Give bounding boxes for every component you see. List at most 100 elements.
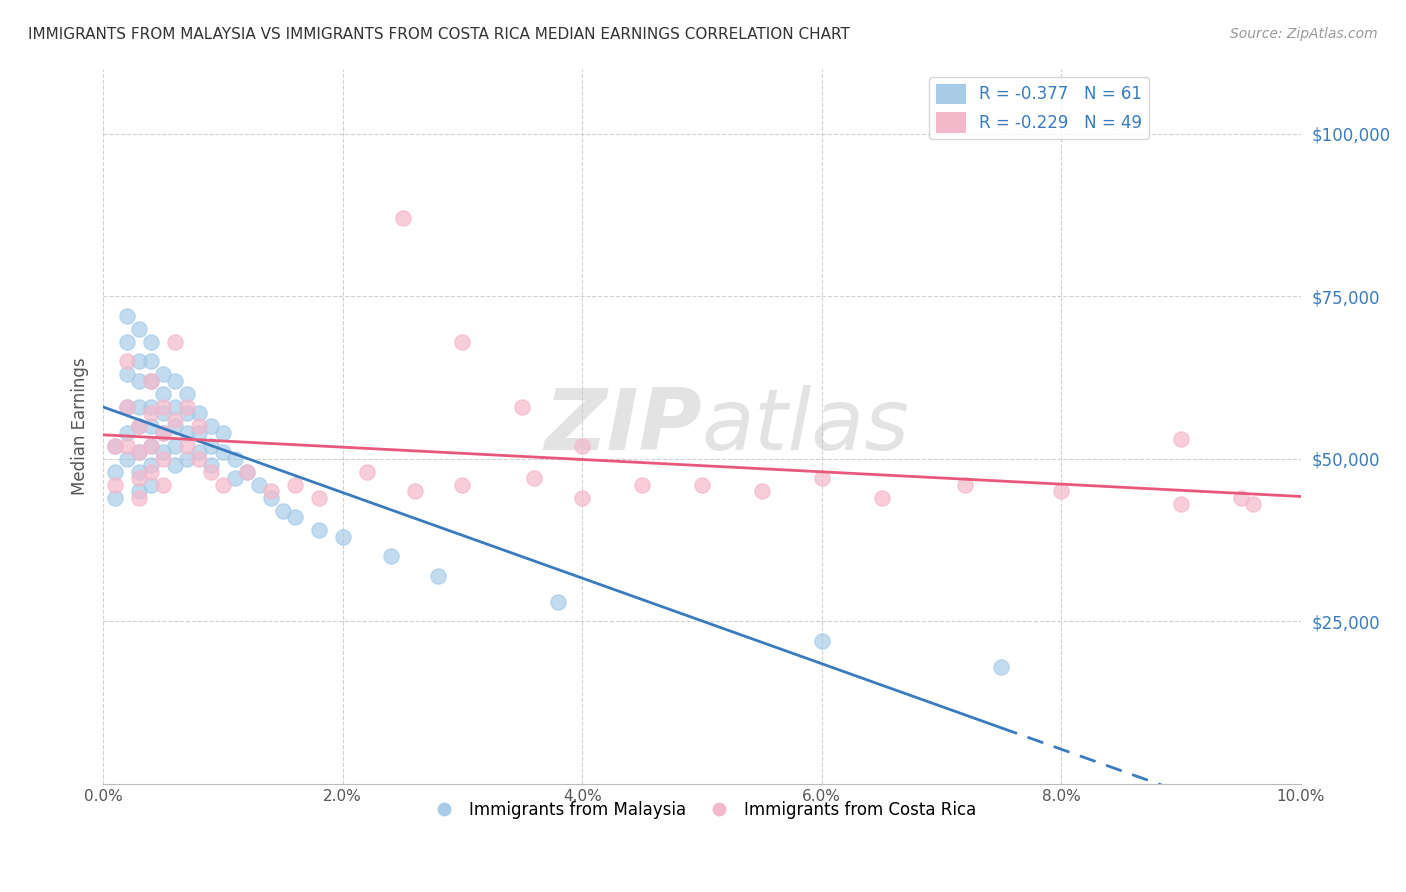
Text: ZIP: ZIP <box>544 384 702 467</box>
Point <box>152 451 174 466</box>
Point <box>523 471 546 485</box>
Point <box>810 471 832 485</box>
Point <box>139 374 162 388</box>
Point <box>152 400 174 414</box>
Text: IMMIGRANTS FROM MALAYSIA VS IMMIGRANTS FROM COSTA RICA MEDIAN EARNINGS CORRELATI: IMMIGRANTS FROM MALAYSIA VS IMMIGRANTS F… <box>28 27 851 42</box>
Point <box>139 458 162 472</box>
Point <box>187 406 209 420</box>
Point <box>176 406 198 420</box>
Point <box>176 439 198 453</box>
Point <box>404 484 426 499</box>
Point <box>115 400 138 414</box>
Point <box>163 458 186 472</box>
Point <box>139 477 162 491</box>
Point <box>115 425 138 440</box>
Point <box>176 451 198 466</box>
Point <box>990 659 1012 673</box>
Point <box>176 425 198 440</box>
Point <box>139 334 162 349</box>
Point <box>115 334 138 349</box>
Point <box>104 477 127 491</box>
Point <box>1241 497 1264 511</box>
Point <box>356 465 378 479</box>
Point <box>308 491 330 505</box>
Point <box>271 503 294 517</box>
Point <box>571 439 593 453</box>
Point <box>128 445 150 459</box>
Point <box>212 445 235 459</box>
Point <box>152 445 174 459</box>
Point <box>104 439 127 453</box>
Point <box>187 445 209 459</box>
Point <box>152 477 174 491</box>
Point <box>870 491 893 505</box>
Point <box>547 595 569 609</box>
Legend: Immigrants from Malaysia, Immigrants from Costa Rica: Immigrants from Malaysia, Immigrants fro… <box>420 794 983 825</box>
Point <box>128 484 150 499</box>
Point <box>751 484 773 499</box>
Point <box>1170 497 1192 511</box>
Point <box>427 568 450 582</box>
Point <box>139 465 162 479</box>
Point <box>163 412 186 426</box>
Point <box>128 419 150 434</box>
Point <box>224 451 246 466</box>
Point <box>810 633 832 648</box>
Point <box>260 491 283 505</box>
Point <box>631 477 654 491</box>
Point <box>200 439 222 453</box>
Point <box>212 425 235 440</box>
Point <box>139 354 162 368</box>
Point <box>139 439 162 453</box>
Point <box>104 439 127 453</box>
Point <box>104 465 127 479</box>
Point <box>115 309 138 323</box>
Point <box>571 491 593 505</box>
Point <box>128 419 150 434</box>
Point <box>247 477 270 491</box>
Y-axis label: Median Earnings: Median Earnings <box>72 358 89 495</box>
Point <box>115 354 138 368</box>
Point <box>104 491 127 505</box>
Point <box>176 386 198 401</box>
Point <box>128 445 150 459</box>
Text: atlas: atlas <box>702 384 910 467</box>
Point <box>128 465 150 479</box>
Point <box>163 334 186 349</box>
Text: Source: ZipAtlas.com: Source: ZipAtlas.com <box>1230 27 1378 41</box>
Point <box>260 484 283 499</box>
Point <box>332 530 354 544</box>
Point <box>200 458 222 472</box>
Point <box>152 386 174 401</box>
Point <box>187 419 209 434</box>
Point <box>163 400 186 414</box>
Point <box>152 406 174 420</box>
Point <box>139 419 162 434</box>
Point <box>380 549 402 564</box>
Point <box>152 367 174 381</box>
Point <box>128 471 150 485</box>
Point <box>1170 432 1192 446</box>
Point <box>284 477 307 491</box>
Point <box>176 400 198 414</box>
Point <box>236 465 259 479</box>
Point <box>187 451 209 466</box>
Point <box>308 523 330 537</box>
Point <box>128 354 150 368</box>
Point <box>200 465 222 479</box>
Point <box>128 374 150 388</box>
Point <box>115 400 138 414</box>
Point <box>1230 491 1253 505</box>
Point <box>451 334 474 349</box>
Point <box>139 439 162 453</box>
Point <box>212 477 235 491</box>
Point <box>115 439 138 453</box>
Point <box>152 425 174 440</box>
Point <box>128 321 150 335</box>
Point <box>115 367 138 381</box>
Point <box>391 211 413 225</box>
Point <box>163 374 186 388</box>
Point <box>236 465 259 479</box>
Point <box>139 374 162 388</box>
Point <box>163 439 186 453</box>
